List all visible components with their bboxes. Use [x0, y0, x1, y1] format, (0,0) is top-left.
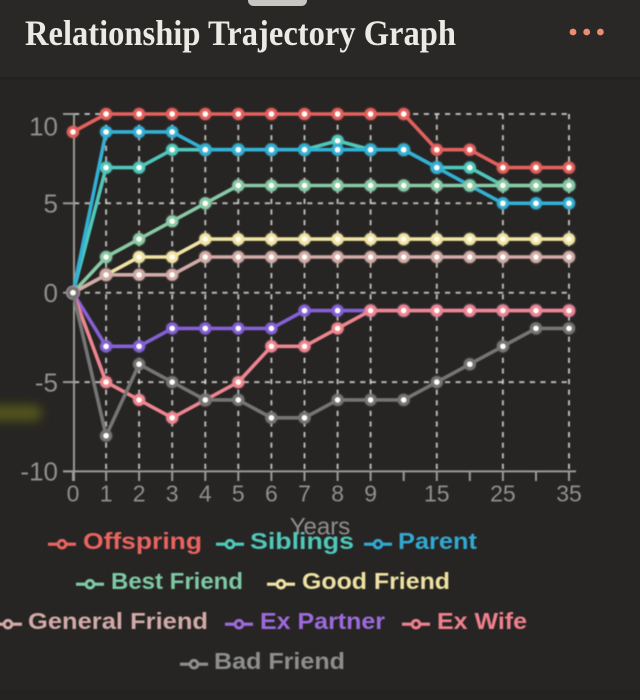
svg-text:Offspring: Offspring	[83, 528, 202, 554]
svg-text:5: 5	[232, 481, 245, 507]
svg-text:2: 2	[133, 481, 146, 507]
svg-text:9: 9	[364, 481, 377, 507]
svg-text:General Friend: General Friend	[28, 608, 208, 634]
svg-text:1: 1	[100, 481, 113, 507]
svg-text:3: 3	[166, 481, 179, 507]
svg-text:-10: -10	[20, 457, 58, 487]
svg-text:Siblings: Siblings	[250, 528, 354, 554]
svg-text:Relationship Trajectory Graph: Relationship Trajectory Graph	[25, 13, 456, 53]
svg-text:Ex Partner: Ex Partner	[260, 608, 385, 634]
svg-text:Ex Wife: Ex Wife	[437, 608, 527, 634]
svg-text:Good Friend: Good Friend	[302, 568, 450, 594]
svg-text:0: 0	[44, 278, 58, 308]
svg-text:Best Friend: Best Friend	[111, 568, 243, 594]
svg-text:35: 35	[556, 481, 582, 507]
svg-text:4: 4	[199, 481, 212, 507]
svg-text:5: 5	[44, 189, 58, 219]
svg-text:-5: -5	[35, 367, 58, 397]
svg-text:15: 15	[424, 481, 450, 507]
svg-text:Years: Years	[290, 514, 351, 541]
svg-text:10: 10	[29, 112, 58, 142]
svg-text:Parent: Parent	[398, 528, 477, 554]
svg-text:7: 7	[298, 481, 311, 507]
svg-text:Bad Friend: Bad Friend	[214, 648, 345, 674]
svg-text:6: 6	[265, 481, 278, 507]
svg-text:0: 0	[67, 481, 80, 507]
svg-text:25: 25	[490, 481, 516, 507]
svg-text:8: 8	[331, 481, 344, 507]
